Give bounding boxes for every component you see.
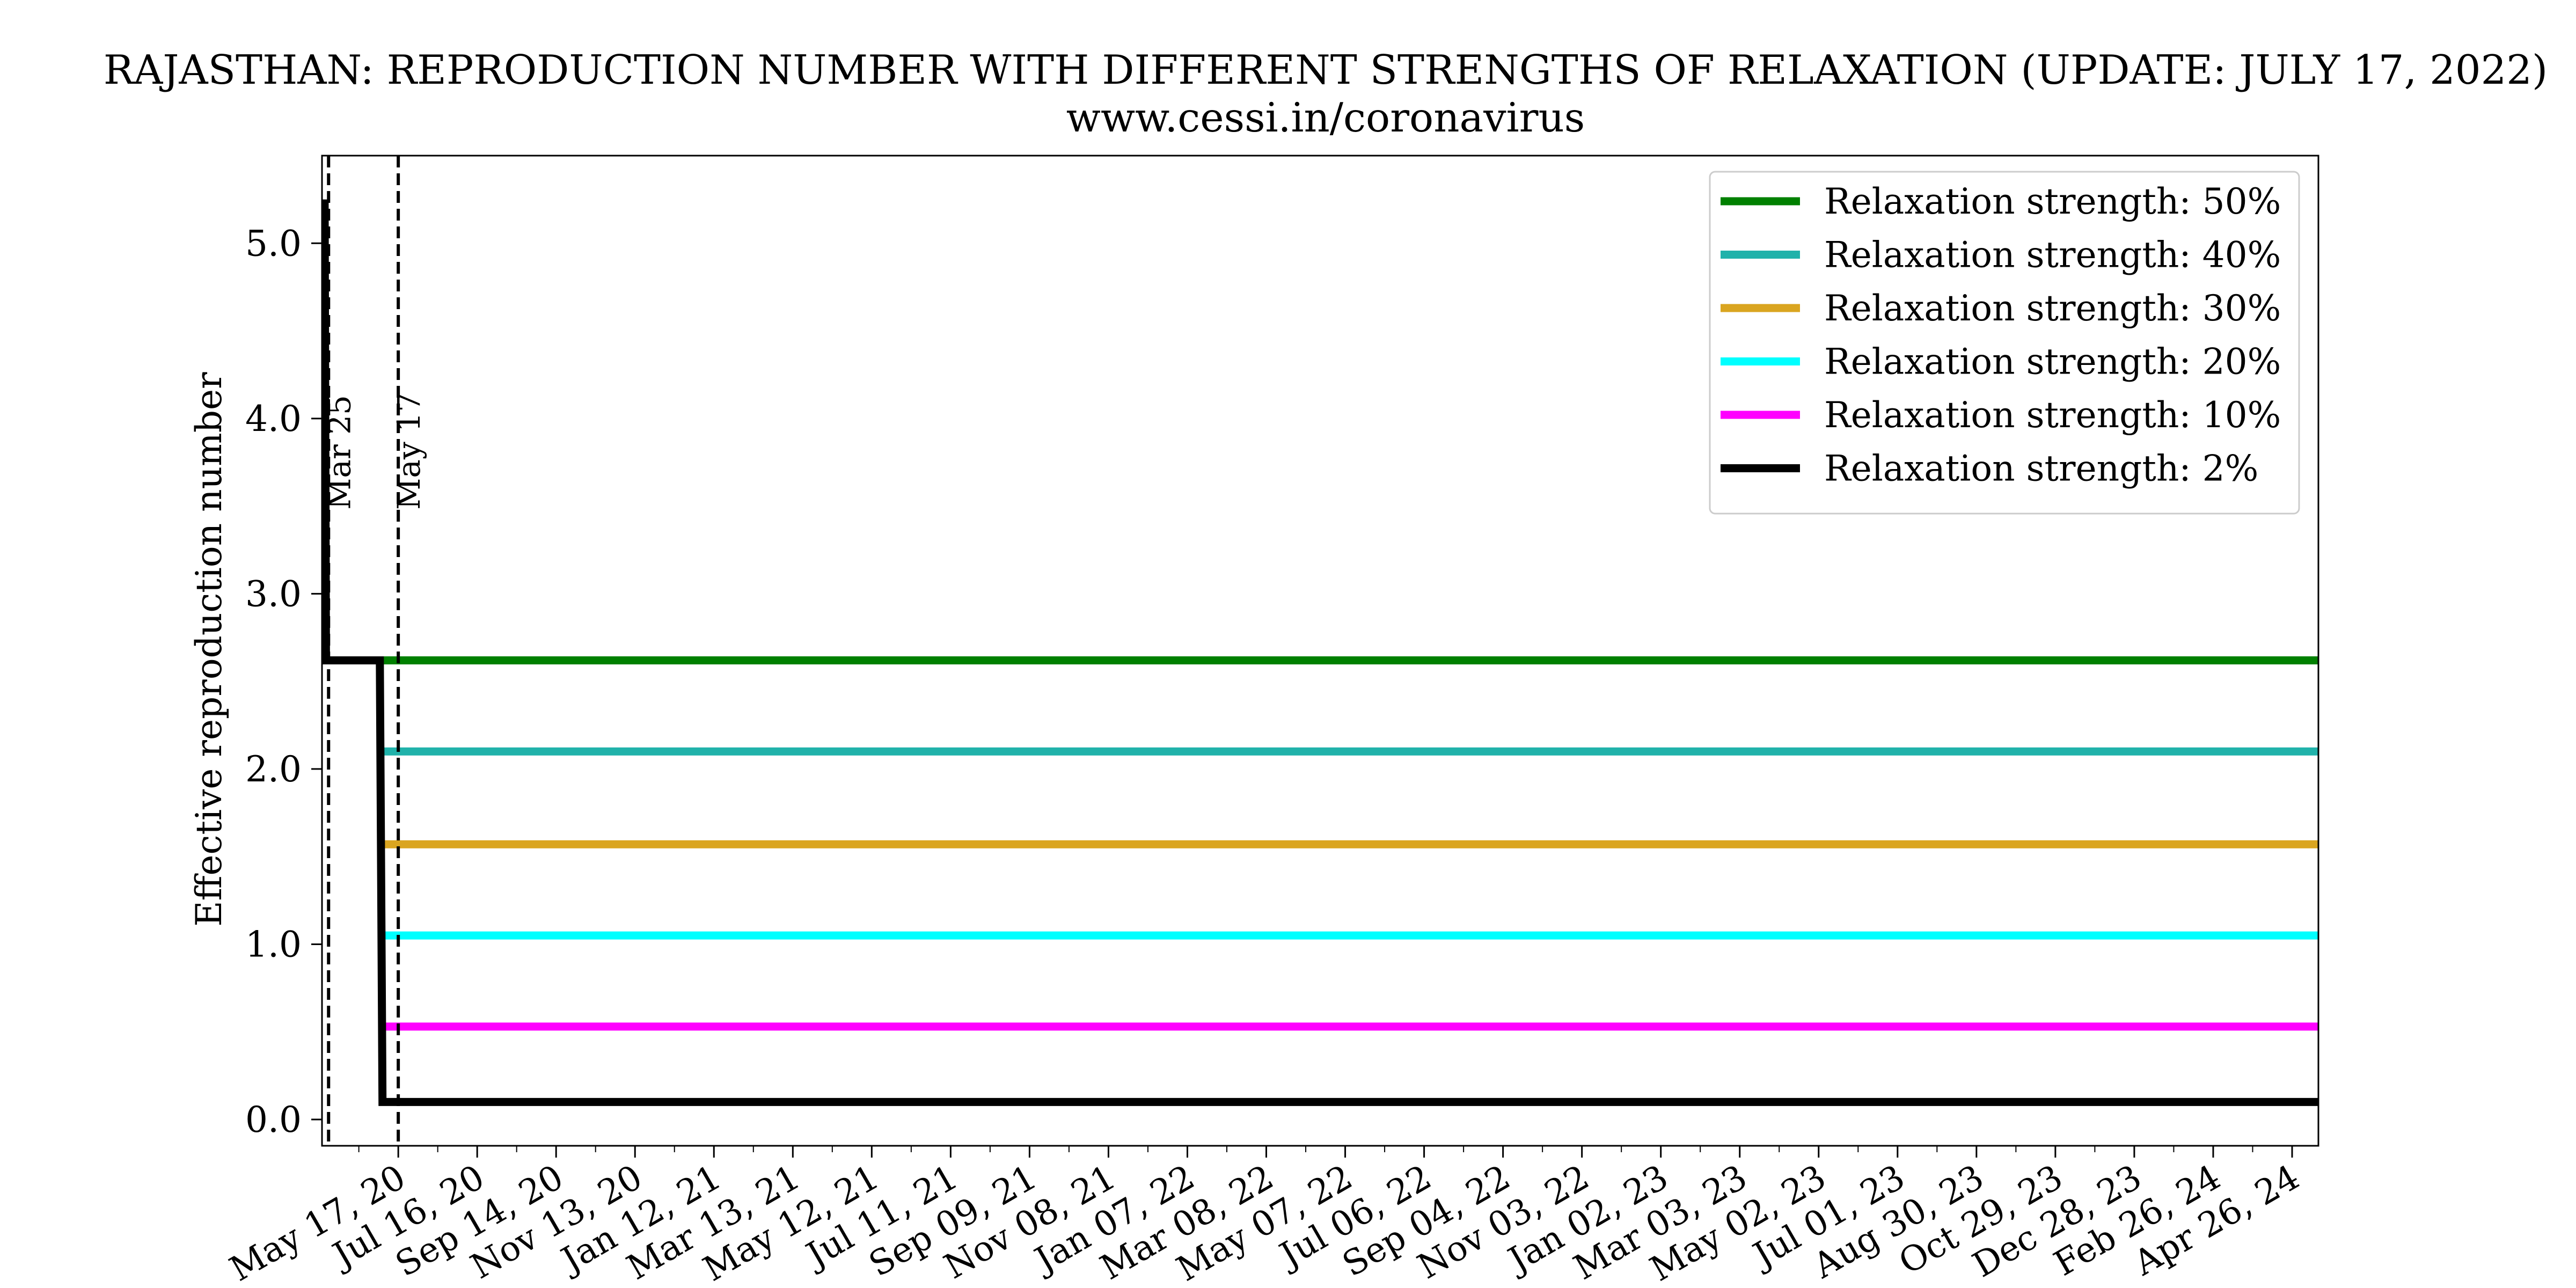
series-line xyxy=(322,199,2318,1106)
y-tick-label: 3.0 xyxy=(245,573,302,614)
legend-label: Relaxation strength: 40% xyxy=(1824,235,2281,276)
chart-subtitle: www.cessi.in/coronavirus xyxy=(1066,94,1585,141)
series-layer xyxy=(322,199,2318,1106)
legend-label: Relaxation strength: 10% xyxy=(1824,394,2281,436)
legend-box xyxy=(1709,171,2300,515)
reference-line-label: Mar 25 xyxy=(321,395,357,510)
y-tick-label: 0.0 xyxy=(245,1099,302,1140)
legend-label: Relaxation strength: 30% xyxy=(1824,288,2281,329)
plot-area xyxy=(321,155,2319,1147)
legend-label: Relaxation strength: 2% xyxy=(1824,448,2258,489)
y-tick-label: 4.0 xyxy=(245,398,302,440)
chart-title: RAJASTHAN: REPRODUCTION NUMBER WITH DIFF… xyxy=(104,46,2548,93)
y-tick-label: 5.0 xyxy=(245,223,302,264)
legend-label: Relaxation strength: 20% xyxy=(1824,341,2281,383)
y-axis-label: Effective reproduction number xyxy=(188,372,230,927)
reference-lines: Mar 25 May 17 xyxy=(321,156,427,1146)
reference-line-label: May 17 xyxy=(391,392,427,510)
y-tick-label: 2.0 xyxy=(245,749,302,790)
y-tick-label: 1.0 xyxy=(245,924,302,965)
legend-label: Relaxation strength: 50% xyxy=(1824,181,2281,222)
legend: Relaxation strength: 50% Relaxation stren… xyxy=(1709,171,2300,515)
